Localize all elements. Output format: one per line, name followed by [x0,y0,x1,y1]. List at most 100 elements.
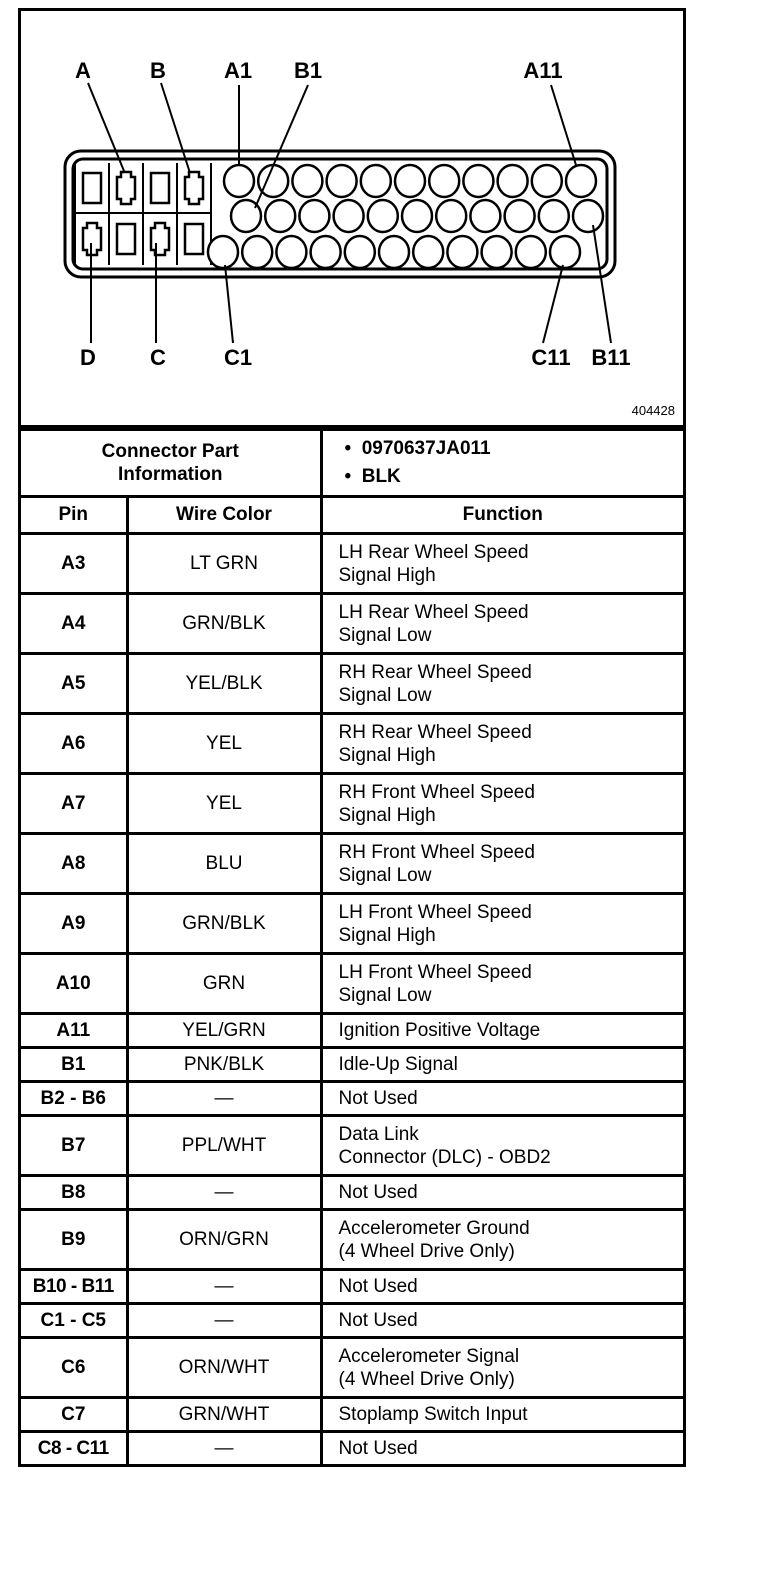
table-row: C7 GRN/WHT Stoplamp Switch Input [21,1396,683,1433]
pin-cell: A3 [21,532,129,595]
pin-socket [309,234,342,270]
function-cell: Ignition Positive Voltage [319,1012,683,1049]
pin-label: B [150,58,166,83]
pin-cell: C1 - C5 [21,1302,129,1339]
pin-socket [275,234,308,270]
connector-info-caption: Connector Part Information [21,428,323,498]
pin-socket [469,198,502,234]
function-line: LH Front Wheel Speed [338,901,532,923]
function-cell: Stoplamp Switch Input [319,1396,683,1433]
pin-socket [503,198,536,234]
function-cell: RH Front Wheel Speed Signal High [319,772,683,835]
pin-label: D [80,345,96,370]
function-line: Connector (DLC) - OBD2 [338,1146,551,1168]
function-line: Signal Low [338,984,432,1006]
header-wire-color: Wire Color [125,495,323,535]
pin-socket [496,163,529,199]
terminal-cavity [81,221,103,257]
function-cell: Idle-Up Signal [319,1046,683,1083]
pin-socket [434,198,468,234]
table-row: B2 - B6— Not Used [21,1080,683,1117]
table-header-row: Pin Wire Color Function [21,495,683,535]
pin-socket [222,163,256,199]
pin-cell: A8 [21,832,129,895]
pin-socket [291,163,324,199]
function-line: Not Used [338,1276,418,1297]
cavity-square [149,171,171,205]
pin-socket [359,163,393,199]
pin-cell: B2 - B6 [21,1080,129,1117]
pin-socket [530,163,564,199]
pin-label: B11 [591,345,630,370]
pin-label: C11 [531,345,570,370]
table-row: B1 PNK/BLK Idle-Up Signal [21,1046,683,1083]
function-line: Signal High [338,744,436,766]
pin-socket [206,234,240,270]
wire-color-cell: GRN/BLK [125,892,323,955]
wire-color-cell: — [125,1302,323,1339]
caption-line: Connector Part [101,441,239,462]
pin-cell: B8 [21,1174,129,1211]
table-row: A11 YEL/GRN Ignition Positive Voltage [21,1012,683,1049]
pin-cell: A6 [21,712,129,775]
leader-line [224,264,234,344]
function-line: Idle-Up Signal [338,1054,458,1075]
pin-cell: B7 [21,1114,129,1177]
wire-color-cell: YEL/GRN [125,1012,323,1049]
wire-color-cell: — [125,1080,323,1117]
pin-socket [332,198,365,234]
pin-socket [393,163,427,199]
function-line: Signal High [338,804,436,826]
pin-cell: A9 [21,892,129,955]
wire-color-cell: ORN/WHT [125,1336,323,1399]
cavity-square [183,222,205,256]
function-cell: Accelerometer Signal (4 Wheel Drive Only) [319,1336,683,1399]
pin-cell: A10 [21,952,129,1015]
function-line: Not Used [338,1088,418,1109]
function-line: Signal High [338,564,436,586]
pin-cell: A4 [21,592,129,655]
table-row: B8— Not Used [21,1174,683,1211]
leader-line [542,264,564,344]
function-cell: RH Rear Wheel Speed Signal Low [319,652,683,715]
pin-socket [298,198,331,234]
cavity-square [115,222,137,256]
function-line: Signal Low [338,864,432,886]
function-cell: LH Front Wheel Speed Signal Low [319,952,683,1015]
table-row: A3 LT GRN LH Rear Wheel Speed Signal High [21,532,683,595]
function-cell: LH Front Wheel Speed Signal High [319,892,683,955]
leader-line [550,84,577,166]
header-pin: Pin [21,495,129,535]
terminal-cavity [149,221,171,257]
pin-cell: C7 [21,1396,129,1433]
pin-socket [400,198,434,234]
wire-color-cell: PNK/BLK [125,1046,323,1083]
function-line: LH Front Wheel Speed [338,961,532,983]
function-cell: RH Front Wheel Speed Signal Low [319,832,683,895]
table-row: A8 BLU RH Front Wheel Speed Signal Low [21,832,683,895]
terminal-cavity [115,170,137,206]
wire-color-cell: — [125,1268,323,1305]
function-line: Data Link [338,1123,419,1145]
pin-socket [263,198,297,234]
connector-outline [63,149,617,279]
wire-color-cell: YEL [125,772,323,835]
connector-info-row: Connector Part Information • 0970637JA01… [21,428,683,498]
table-row: A4 GRN/BLK LH Rear Wheel Speed Signal Low [21,592,683,655]
function-line: RH Rear Wheel Speed [338,661,532,683]
function-line: LH Rear Wheel Speed [338,541,529,563]
pin-cell: C8 - C11 [21,1430,129,1464]
table-row: A5 YEL/BLK RH Rear Wheel Speed Signal Low [21,652,683,715]
table-row: C6 ORN/WHT Accelerometer Signal (4 Wheel Dr… [21,1336,683,1399]
pin-cell: A11 [21,1012,129,1049]
function-line: Signal Low [338,624,432,646]
function-line: RH Front Wheel Speed [338,781,535,803]
pin-cell: B10 - B11 [21,1268,129,1305]
function-cell: Not Used [319,1430,683,1464]
pin-socket [427,163,461,199]
pin-socket [366,198,400,234]
wire-color-cell: ORN/GRN [125,1208,323,1271]
pin-label: C1 [224,345,252,370]
pin-socket [446,234,479,270]
table-row: A10 GRN LH Front Wheel Speed Signal Low [21,952,683,1015]
